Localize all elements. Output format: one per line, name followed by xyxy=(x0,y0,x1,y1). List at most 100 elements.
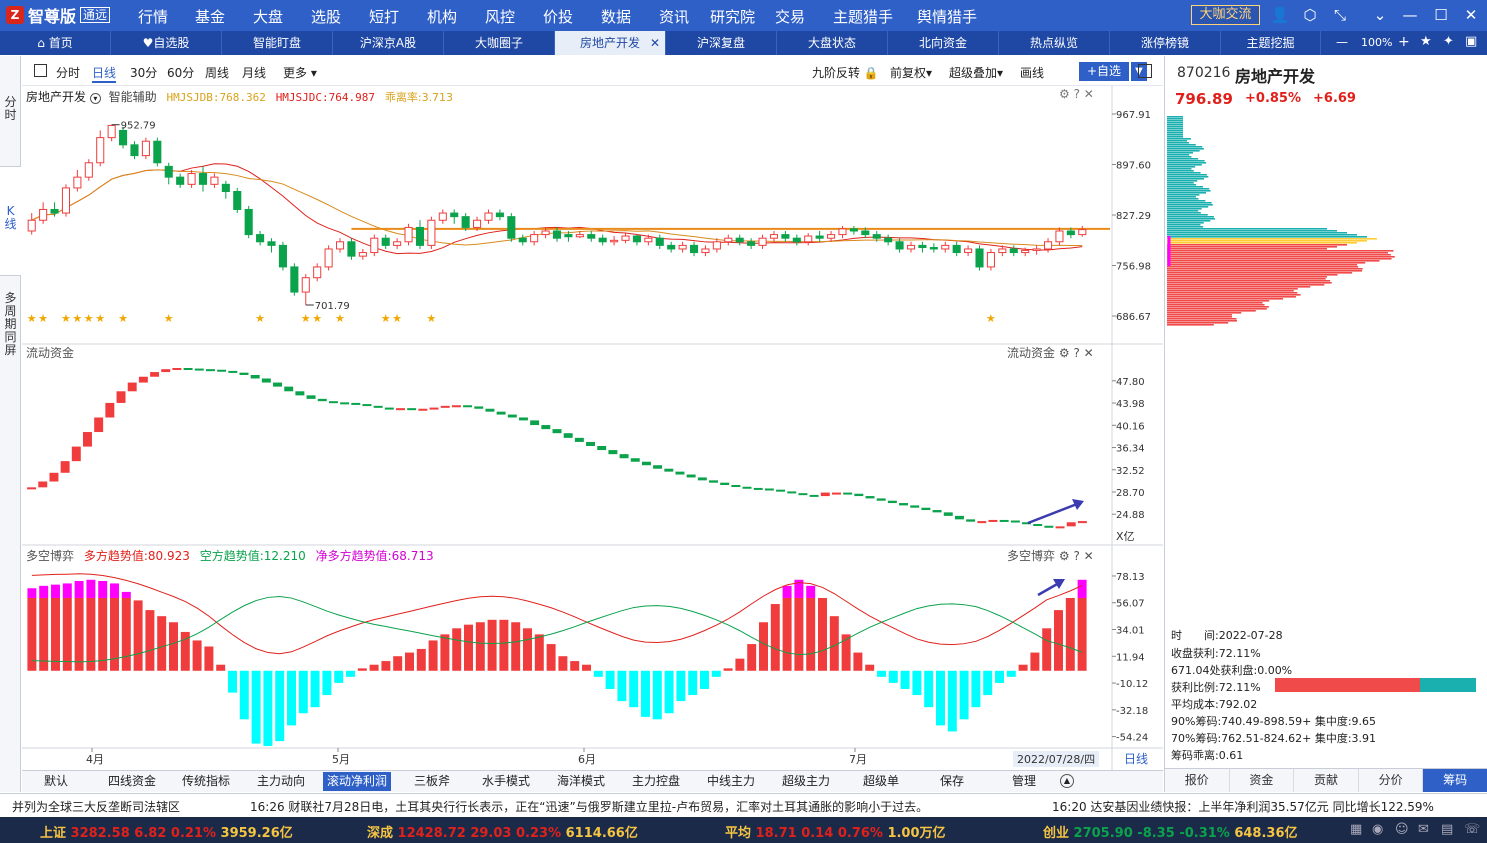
index-shenzhen[interactable]: 深成 12428.72 29.03 0.23% 6114.66亿 xyxy=(367,826,638,841)
dropdown-circle-icon[interactable]: ▾ xyxy=(89,93,101,104)
add-watchlist-button[interactable]: +自选 xyxy=(1079,62,1129,81)
period-monthly[interactable]: 月线 xyxy=(242,66,267,80)
vtab-timeshare[interactable]: 分时 xyxy=(4,95,17,122)
rtab-contrib[interactable]: 贡献 xyxy=(1294,769,1359,792)
news-item-1[interactable]: 并列为全球三大反垄断司法辖区 xyxy=(12,800,181,814)
grid-icon[interactable]: ▦ xyxy=(1350,822,1363,837)
period-more[interactable]: 更多 ▾ xyxy=(283,66,317,80)
rtab-funds[interactable]: 资金 xyxy=(1229,769,1295,792)
btab-default[interactable]: 默认 xyxy=(44,774,69,788)
window-icon[interactable]: ▣ xyxy=(1465,34,1478,49)
tab-a-shares[interactable]: 沪深京A股 xyxy=(333,31,444,55)
layout-icon[interactable] xyxy=(34,64,47,77)
menu-item-shuju[interactable]: 数据 xyxy=(601,8,632,26)
panel-help-icon[interactable]: ? xyxy=(1073,346,1080,360)
btab-four-line[interactable]: 四线资金 xyxy=(108,774,157,788)
tab-home[interactable]: ⌂ 首页 xyxy=(0,31,111,55)
vtab-multi-period[interactable]: 多周期同屏 xyxy=(4,291,17,357)
tab-daka-circle[interactable]: 大咖圈子 xyxy=(444,31,555,55)
kline-assist[interactable]: 智能辅助 xyxy=(108,90,157,104)
index-average[interactable]: 平均 18.71 0.14 0.76% 1.00万亿 xyxy=(725,826,946,841)
menu-item-jijin[interactable]: 基金 xyxy=(195,8,226,26)
menu-item-yanjiuyuan[interactable]: 研究院 xyxy=(710,8,756,26)
period-60min[interactable]: 60分 xyxy=(167,66,195,80)
message-icon[interactable]: ▤ xyxy=(1441,822,1454,837)
tab-close-icon[interactable]: ✕ xyxy=(649,36,660,50)
news-item-3[interactable]: 16:20 达安基因业绩快报：上半年净利润35.57亿元 同比增长122.59% xyxy=(1052,800,1434,814)
user-icon[interactable]: 👤 xyxy=(1270,6,1290,24)
period-label[interactable]: 日线 xyxy=(1124,752,1149,766)
menu-item-jiatou[interactable]: 价投 xyxy=(543,8,574,26)
panel-close-icon[interactable]: ✕ xyxy=(1083,87,1094,101)
settings-icon[interactable]: ⬡ xyxy=(1303,6,1317,24)
menu-item-fengkong[interactable]: 风控 xyxy=(485,8,516,26)
menu-item-hangqing[interactable]: 行情 xyxy=(138,8,169,26)
zoom-in-icon[interactable]: + xyxy=(1398,34,1410,50)
expand-up-icon[interactable]: ▲ xyxy=(1060,774,1074,788)
tab-northbound[interactable]: 北向资金 xyxy=(888,31,999,55)
btab-main-trend[interactable]: 主力动向 xyxy=(257,774,306,788)
btab-save[interactable]: 保存 xyxy=(940,774,965,788)
vtab-kline[interactable]: K线 xyxy=(0,166,21,276)
btab-main-control[interactable]: 主力控盘 xyxy=(632,774,681,788)
btab-traditional[interactable]: 传统指标 xyxy=(182,774,231,788)
period-daily[interactable]: 日线 xyxy=(92,64,117,83)
tab-watchlist[interactable]: ♥自选股 xyxy=(111,31,222,55)
tab-hotspot[interactable]: 热点纵览 xyxy=(999,31,1110,55)
menu-item-jigou[interactable]: 机构 xyxy=(427,8,458,26)
rtab-chips[interactable]: 筹码 xyxy=(1423,769,1487,792)
draw-line-button[interactable]: 画线 xyxy=(1020,66,1045,80)
news-item-2[interactable]: 16:26 财联社7月28日电，土耳其央行行长表示，正在“迅速”与俄罗斯建立里拉… xyxy=(250,800,929,814)
menu-item-jiaoyi[interactable]: 交易 xyxy=(775,8,806,26)
nine-reversal[interactable]: 九阶反转 🔒 xyxy=(812,66,879,80)
collapse-icon[interactable]: ⤡ xyxy=(1333,6,1346,24)
btab-three-axe[interactable]: 三板斧 xyxy=(414,774,451,788)
tab-review[interactable]: 沪深复盘 xyxy=(666,31,777,55)
rtab-price-dist[interactable]: 分价 xyxy=(1358,769,1424,792)
menu-item-yuqing[interactable]: 舆情猎手 xyxy=(917,8,978,26)
btab-manage[interactable]: 管理 xyxy=(1012,774,1037,788)
btab-super-main[interactable]: 超级主力 xyxy=(782,774,831,788)
tab-market-status[interactable]: 大盘状态 xyxy=(777,31,888,55)
index-chinext[interactable]: 创业 2705.90 -8.35 -0.31% 648.36亿 xyxy=(1043,826,1298,841)
app-logo[interactable]: Z 智尊版 通远 xyxy=(6,4,111,26)
adjust-dropdown[interactable]: 前复权▾ xyxy=(890,66,933,80)
menu-item-zhuti[interactable]: 主题猎手 xyxy=(833,8,894,26)
btab-rolling-profit[interactable]: 滚动净利润 xyxy=(323,772,392,791)
btab-super-order[interactable]: 超级单 xyxy=(863,774,900,788)
period-timeshare[interactable]: 分时 xyxy=(56,66,81,80)
btab-ocean[interactable]: 海洋模式 xyxy=(557,774,606,788)
panel-settings-icon[interactable]: ⚙ xyxy=(1058,346,1070,360)
panel-help-icon[interactable]: ? xyxy=(1073,87,1080,101)
period-weekly[interactable]: 周线 xyxy=(205,66,230,80)
menu-item-dapan[interactable]: 大盘 xyxy=(253,8,284,26)
panel-close-icon[interactable]: ✕ xyxy=(1083,346,1094,360)
maximize-icon[interactable]: ☐ xyxy=(1434,6,1448,24)
panel-help-icon[interactable]: ? xyxy=(1073,549,1080,563)
phone-icon[interactable]: ☏ xyxy=(1464,822,1481,837)
minimize-icon[interactable]: — xyxy=(1402,6,1418,24)
overlay-dropdown[interactable]: 超级叠加▾ xyxy=(949,66,1004,80)
menu-item-xuangu[interactable]: 选股 xyxy=(311,8,342,26)
tab-smart-watch[interactable]: 智能盯盘 xyxy=(222,31,333,55)
sidebar-toggle-icon[interactable] xyxy=(1138,64,1152,78)
btab-sailor[interactable]: 水手模式 xyxy=(482,774,531,788)
star-icon[interactable]: ★ xyxy=(1420,34,1432,49)
rtab-quote[interactable]: 报价 xyxy=(1165,769,1230,792)
index-shanghai[interactable]: 上证 3282.58 6.82 0.21% 3959.26亿 xyxy=(40,826,293,841)
panel-close-icon[interactable]: ✕ xyxy=(1083,549,1094,563)
zoom-out-icon[interactable]: — xyxy=(1336,35,1348,49)
tab-theme-mining[interactable]: 主题挖掘 xyxy=(1221,31,1321,55)
menu-item-duanda[interactable]: 短打 xyxy=(369,8,400,26)
menu-item-zixun[interactable]: 资讯 xyxy=(659,8,690,26)
chevron-down-icon[interactable]: ⌄ xyxy=(1373,6,1387,24)
chart-area[interactable]: 967.91 897.60 827.29 756.98 686.67 952.79 701.… xyxy=(22,86,1163,770)
panel-settings-icon[interactable]: ⚙ xyxy=(1059,87,1070,101)
tab-limit-up[interactable]: 涨停榜镜 xyxy=(1110,31,1221,55)
people-icon[interactable]: ☺ xyxy=(1395,822,1409,837)
mail-icon[interactable]: ✉ xyxy=(1418,822,1429,837)
btab-mid-main[interactable]: 中线主力 xyxy=(707,774,756,788)
daka-button[interactable]: 大咖交流 xyxy=(1191,5,1260,25)
pin-icon[interactable]: ✦ xyxy=(1443,34,1454,49)
close-icon[interactable]: ✕ xyxy=(1464,6,1478,24)
